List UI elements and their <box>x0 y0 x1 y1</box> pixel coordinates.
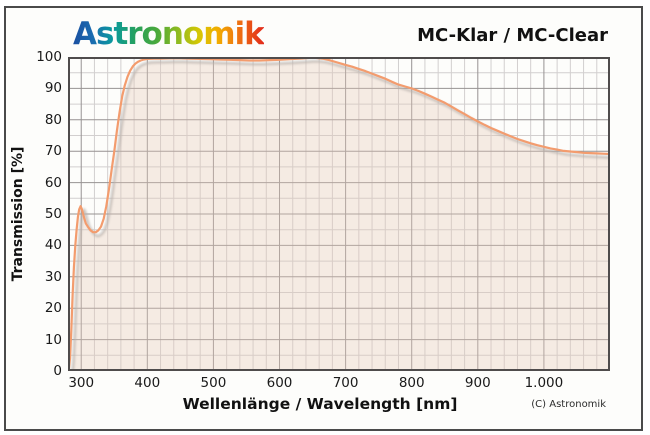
y-tick-label: 0 <box>53 363 62 379</box>
plot-border <box>68 57 610 371</box>
y-axis-title: Transmission [%] <box>10 146 26 282</box>
transmission-curve <box>68 57 610 371</box>
y-tick-label: 30 <box>44 268 62 285</box>
x-tick-label: 600 <box>266 375 293 391</box>
y-tick-label: 70 <box>44 143 62 160</box>
curve-line-layer <box>68 57 610 371</box>
y-tick-label: 60 <box>44 174 62 191</box>
chart-title: MC-Klar / MC-Clear <box>417 25 608 46</box>
x-tick-label: 500 <box>200 375 227 391</box>
x-tick-label: 800 <box>398 375 425 391</box>
x-tick-label: 700 <box>332 375 359 391</box>
x-tick-label: 400 <box>134 375 161 391</box>
transmission-plot <box>68 57 610 371</box>
grid-layer <box>68 57 610 371</box>
astronomik-logo: Astronomik <box>73 16 265 52</box>
y-tick-label: 50 <box>44 206 62 222</box>
y-tick-label: 40 <box>44 237 62 254</box>
curve-shadow-layer <box>71 59 610 371</box>
x-tick-label: 1.000 <box>524 375 564 391</box>
y-tick-label: 90 <box>44 80 62 97</box>
curve-shadow <box>71 59 610 371</box>
x-tick-label: 900 <box>464 375 491 391</box>
y-tick-label: 10 <box>44 331 62 348</box>
y-tick-label: 20 <box>44 300 62 317</box>
y-tick-label: 100 <box>36 49 62 65</box>
chart-frame <box>4 6 643 431</box>
x-tick-label: 300 <box>68 375 95 391</box>
y-tick-label: 80 <box>44 111 62 128</box>
x-axis-title: Wellenlänge / Wavelength [nm] <box>182 395 458 413</box>
copyright-note: (C) Astronomik <box>531 399 606 410</box>
area-fill <box>72 61 610 371</box>
